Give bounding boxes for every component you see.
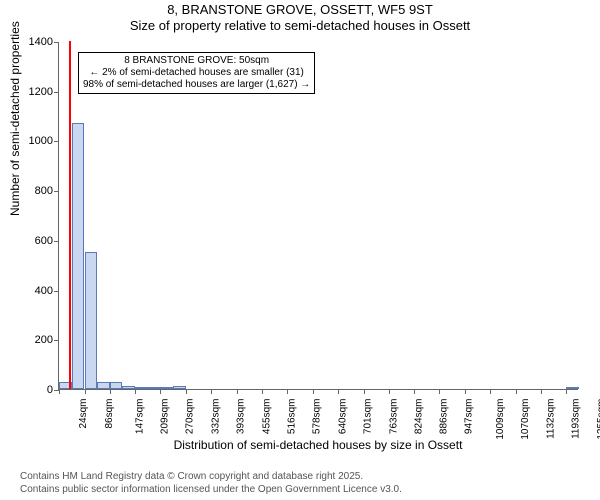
x-tick-mark <box>465 389 466 394</box>
x-tick-label: 947sqm <box>464 399 475 435</box>
x-tick-mark <box>135 389 136 394</box>
x-tick-label: 1255sqm <box>596 399 600 440</box>
x-tick-mark <box>237 389 238 394</box>
x-tick-mark <box>490 389 491 394</box>
histogram-bar <box>566 387 579 389</box>
x-tick-label: 332sqm <box>210 399 221 435</box>
x-tick-label: 147sqm <box>134 399 145 435</box>
histogram-plot: 020040060080010001200140024sqm86sqm147sq… <box>58 42 578 390</box>
x-tick-mark <box>389 389 390 394</box>
x-tick-label: 86sqm <box>104 399 115 429</box>
histogram-bar <box>135 387 148 389</box>
x-tick-mark <box>566 389 567 394</box>
y-tick-mark <box>54 241 59 242</box>
title-line-1: 8, BRANSTONE GROVE, OSSETT, WF5 9ST <box>0 2 600 17</box>
x-tick-mark <box>59 389 60 394</box>
x-tick-mark <box>262 389 263 394</box>
x-tick-label: 701sqm <box>363 399 374 435</box>
histogram-bar <box>148 387 161 389</box>
x-tick-label: 1009sqm <box>495 399 506 440</box>
y-tick-mark <box>54 92 59 93</box>
x-tick-mark <box>516 389 517 394</box>
x-tick-mark <box>186 389 187 394</box>
x-axis-label: Distribution of semi-detached houses by … <box>58 438 578 452</box>
annotation-callout: 8 BRANSTONE GROVE: 50sqm← 2% of semi-det… <box>78 52 315 94</box>
x-tick-mark <box>541 389 542 394</box>
x-tick-mark <box>338 389 339 394</box>
x-tick-label: 640sqm <box>337 399 348 435</box>
histogram-bar <box>160 387 173 389</box>
y-tick-mark <box>54 42 59 43</box>
histogram-bar <box>72 123 85 389</box>
x-tick-label: 886sqm <box>439 399 450 435</box>
annotation-line2: ← 2% of semi-detached houses are smaller… <box>83 67 310 79</box>
x-tick-label: 1193sqm <box>570 399 581 439</box>
histogram-bar <box>173 386 186 389</box>
y-tick-mark <box>54 191 59 192</box>
x-tick-mark <box>160 389 161 394</box>
x-tick-label: 1132sqm <box>545 399 556 439</box>
x-tick-mark <box>211 389 212 394</box>
x-tick-label: 209sqm <box>160 399 171 435</box>
x-tick-label: 393sqm <box>236 399 247 435</box>
x-tick-mark <box>313 389 314 394</box>
x-tick-mark <box>439 389 440 394</box>
histogram-bar <box>110 382 123 389</box>
x-tick-label: 516sqm <box>286 399 297 435</box>
x-tick-mark <box>364 389 365 394</box>
footer-line-2: Contains public sector information licen… <box>20 484 402 497</box>
x-tick-label: 455sqm <box>261 399 272 435</box>
title-line-2: Size of property relative to semi-detach… <box>0 18 600 33</box>
chart-title: 8, BRANSTONE GROVE, OSSETT, WF5 9ST Size… <box>0 0 600 33</box>
annotation-line1: 8 BRANSTONE GROVE: 50sqm <box>83 55 310 67</box>
x-tick-label: 763sqm <box>388 399 399 435</box>
x-tick-label: 1070sqm <box>520 399 531 440</box>
y-axis-label: Number of semi-detached properties <box>8 21 22 216</box>
histogram-bar <box>122 386 135 389</box>
footer-line-1: Contains HM Land Registry data © Crown c… <box>20 471 402 484</box>
x-tick-mark <box>287 389 288 394</box>
y-tick-mark <box>54 141 59 142</box>
x-tick-label: 270sqm <box>185 399 196 435</box>
histogram-bar <box>97 382 110 389</box>
x-tick-label: 578sqm <box>312 399 323 435</box>
x-tick-mark <box>85 389 86 394</box>
y-tick-mark <box>54 291 59 292</box>
x-tick-label: 824sqm <box>413 399 424 435</box>
attribution-footer: Contains HM Land Registry data © Crown c… <box>20 471 402 496</box>
annotation-line3: 98% of semi-detached houses are larger (… <box>83 79 310 91</box>
y-tick-mark <box>54 340 59 341</box>
subject-property-marker <box>69 41 71 389</box>
x-tick-mark <box>414 389 415 394</box>
histogram-bar <box>85 252 98 389</box>
x-tick-label: 24sqm <box>78 399 89 429</box>
x-tick-mark <box>110 389 111 394</box>
